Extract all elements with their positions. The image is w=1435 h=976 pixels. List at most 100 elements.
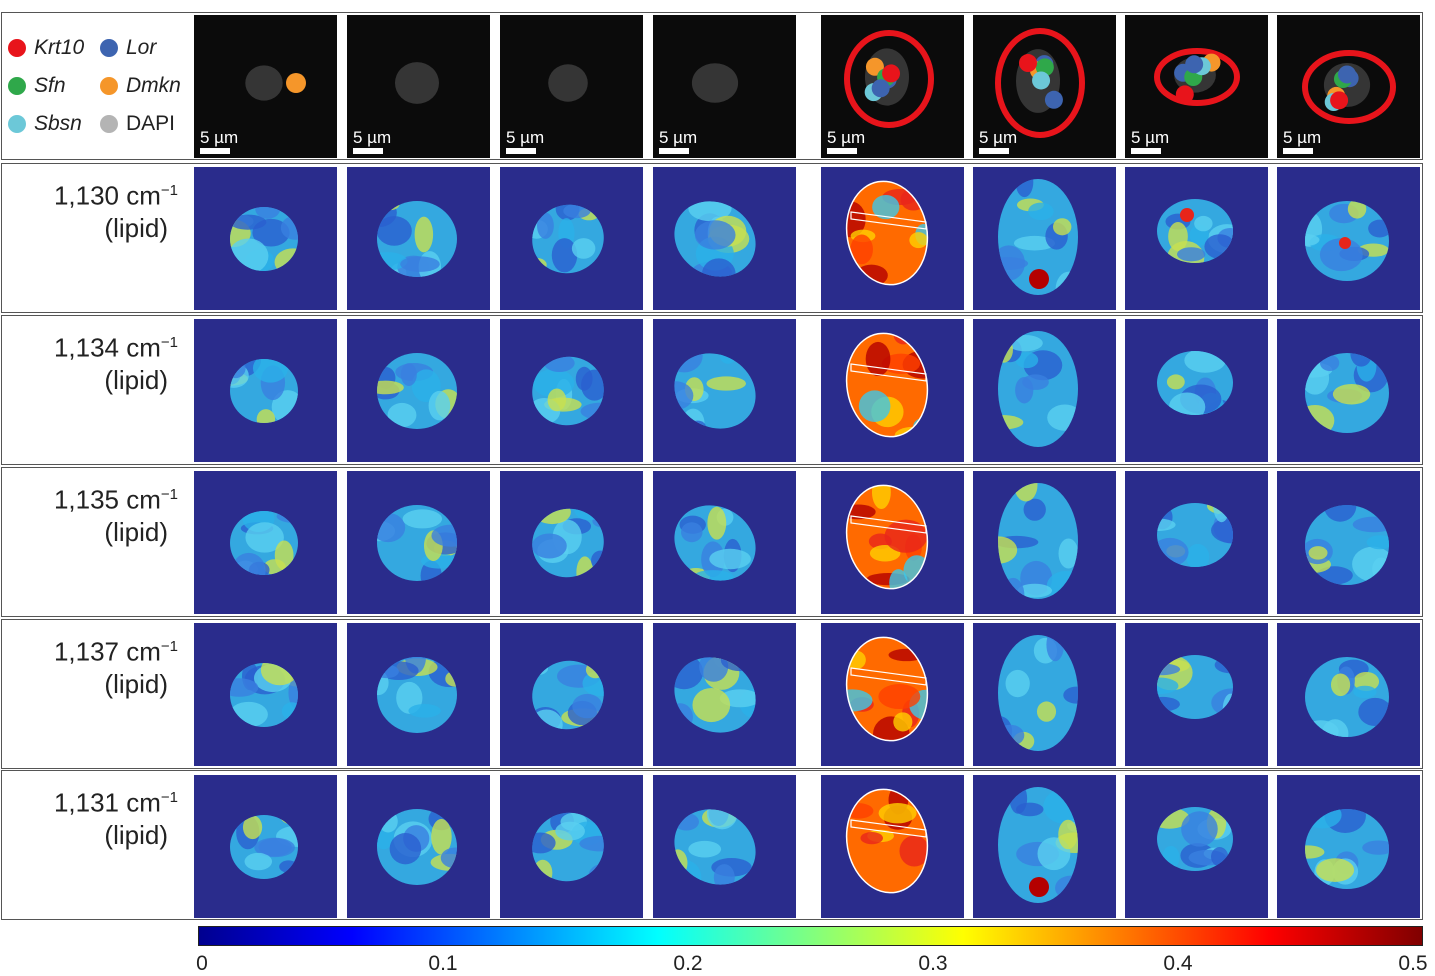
fish-image-tile: 5 µm: [194, 15, 337, 158]
scale-bar: [659, 148, 689, 154]
band-type-label: (lipid): [104, 819, 168, 850]
legend-label: Sfn: [34, 74, 66, 97]
legend-label: Dmkn: [126, 74, 181, 97]
legend-label: DAPI: [126, 112, 176, 135]
spectral-map-tile: [821, 623, 964, 766]
legend-dot-icon: [8, 115, 26, 133]
band-type-label: (lipid): [104, 668, 168, 699]
spectral-map-tile: [500, 167, 643, 310]
colorbar-gradient: [199, 927, 1422, 945]
colorbar-tick-label: 0.3: [918, 952, 948, 975]
spectral-map-tile: [1277, 623, 1420, 766]
spectral-map-tile: [973, 775, 1116, 918]
colorbar-tick-label: 0.1: [428, 952, 458, 975]
spectral-map-tile: [347, 471, 490, 614]
spectral-map-tile: [194, 471, 337, 614]
spectral-map-tile: [194, 623, 337, 766]
wavenumber-label: 1,135 cm: [53, 484, 161, 515]
legend-item: Sfn: [8, 74, 66, 98]
scale-bar: [506, 148, 536, 154]
band-type-label: (lipid): [104, 364, 168, 395]
wavenumber-exponent: −1: [160, 182, 178, 199]
spectral-map-tile: [973, 167, 1116, 310]
spectral-map-tile: [1125, 623, 1268, 766]
legend-dot-icon: [100, 115, 118, 133]
legend-dot-icon: [8, 77, 26, 95]
row-frame-1: [1, 163, 1423, 313]
colorbar: [198, 926, 1423, 946]
row-label: 1,134 cm−1 (lipid): [0, 327, 178, 396]
legend-dot-icon: [100, 77, 118, 95]
row-frame-5: [1, 770, 1423, 920]
spectral-map-tile: [347, 167, 490, 310]
scale-bar-label: 5 µm: [506, 128, 544, 147]
spectral-map-tile: [653, 319, 796, 462]
wavenumber-label: 1,134 cm: [53, 332, 161, 363]
fish-image-tile: 5 µm: [973, 15, 1116, 158]
scale-bar-label: 5 µm: [1131, 128, 1169, 147]
colorbar-tick-label: 0.2: [673, 952, 703, 975]
scale-bar: [827, 148, 857, 154]
fish-image-tile: 5 µm: [347, 15, 490, 158]
spectral-map-tile: [194, 319, 337, 462]
spectral-map-tile: [973, 471, 1116, 614]
scale-bar: [200, 148, 230, 154]
spectral-map-tile: [821, 775, 964, 918]
spectral-map-tile: [821, 471, 964, 614]
colorbar-tick-label: 0.4: [1163, 952, 1193, 975]
scale-bar-label: 5 µm: [979, 128, 1017, 147]
fish-image-tile: 5 µm: [653, 15, 796, 158]
legend-item: Dmkn: [100, 74, 181, 98]
legend-item: Sbsn: [8, 112, 82, 136]
row-label: 1,137 cm−1 (lipid): [0, 631, 178, 700]
spectral-map-tile: [1277, 319, 1420, 462]
scale-bar: [1283, 148, 1313, 154]
spectral-map-tile: [500, 775, 643, 918]
wavenumber-exponent: −1: [160, 334, 178, 351]
spectral-map-tile: [194, 775, 337, 918]
row-label: 1,135 cm−1 (lipid): [0, 479, 178, 548]
wavenumber-exponent: −1: [160, 486, 178, 503]
spectral-map-tile: [500, 471, 643, 614]
fish-image-tile: 5 µm: [1277, 15, 1420, 158]
legend-item: Lor: [100, 36, 156, 60]
fish-row-frame: [1, 12, 1423, 160]
spectral-map-tile: [347, 775, 490, 918]
spectral-map-tile: [653, 775, 796, 918]
spectral-map-tile: [1277, 471, 1420, 614]
row-frame-2: [1, 315, 1423, 465]
colorbar-tick-label: 0.5: [1398, 952, 1428, 975]
scale-bar-label: 5 µm: [353, 128, 391, 147]
scale-bar-label: 5 µm: [659, 128, 697, 147]
wavenumber-label: 1,130 cm: [53, 180, 161, 211]
legend-item: DAPI: [100, 112, 175, 136]
spectral-map-tile: [500, 319, 643, 462]
wavenumber-exponent: −1: [160, 638, 178, 655]
scale-bar-label: 5 µm: [827, 128, 865, 147]
spectral-map-tile: [821, 167, 964, 310]
scale-bar: [353, 148, 383, 154]
legend-dot-icon: [8, 39, 26, 57]
spectral-map-tile: [347, 623, 490, 766]
scale-bar: [979, 148, 1009, 154]
fish-image-tile: 5 µm: [1125, 15, 1268, 158]
spectral-map-tile: [1125, 471, 1268, 614]
row-label: 1,131 cm−1 (lipid): [0, 782, 178, 851]
fish-image-tile: 5 µm: [500, 15, 643, 158]
band-type-label: (lipid): [104, 212, 168, 243]
spectral-map-tile: [973, 623, 1116, 766]
spectral-map-tile: [194, 167, 337, 310]
scale-bar-label: 5 µm: [1283, 128, 1321, 147]
legend-label: Krt10: [34, 36, 85, 59]
row-frame-4: [1, 619, 1423, 769]
band-type-label: (lipid): [104, 516, 168, 547]
wavenumber-label: 1,131 cm: [53, 787, 161, 818]
legend-item: Krt10: [8, 36, 84, 60]
spectral-map-tile: [821, 319, 964, 462]
wavenumber-exponent: −1: [160, 789, 178, 806]
spectral-map-tile: [653, 471, 796, 614]
spectral-map-tile: [500, 623, 643, 766]
spectral-map-tile: [1277, 775, 1420, 918]
spectral-map-tile: [1125, 319, 1268, 462]
wavenumber-label: 1,137 cm: [53, 636, 161, 667]
